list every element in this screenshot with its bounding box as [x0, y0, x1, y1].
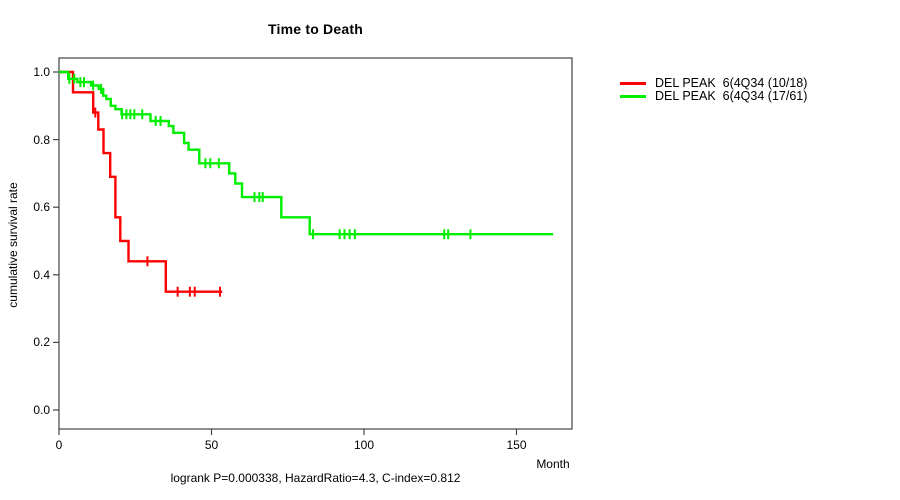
y-tick-label: 0.6	[33, 200, 50, 215]
y-tick-label: 0.0	[33, 403, 50, 417]
legend-line-swatch	[620, 82, 646, 86]
km-curve-group2	[59, 70, 554, 236]
legend-label: DEL PEAK 6(4Q34 (10/18)	[655, 76, 808, 91]
chart-title: Time to Death	[268, 21, 363, 37]
stats-annotation: logrank P=0.000338, HazardRatio=4.3, C-i…	[170, 471, 461, 485]
x-tick-label: 150	[506, 438, 527, 452]
x-axis-label: Month	[536, 457, 570, 471]
legend-item: DEL PEAK 6(4Q34 (10/18)	[620, 77, 807, 90]
x-tick-label: 50	[204, 438, 219, 452]
legend-item: DEL PEAK 6(4Q34 (17/61)	[620, 90, 807, 103]
y-tick-label: 0.2	[33, 335, 50, 350]
y-axis-label: cumulative survival rate	[6, 182, 20, 308]
x-tick-label: 0	[55, 438, 63, 452]
y-tick-label: 0.8	[33, 132, 50, 147]
legend: DEL PEAK 6(4Q34 (10/18) DEL PEAK 6(4Q34 (…	[620, 77, 807, 103]
km-curve-group1	[59, 70, 223, 293]
y-tick-label: 0.4	[33, 267, 50, 282]
plot-border	[58, 57, 573, 430]
legend-line-swatch	[620, 95, 646, 99]
y-tick-label: 1.0	[33, 65, 50, 79]
x-tick-label: 100	[353, 438, 375, 452]
legend-label: DEL PEAK 6(4Q34 (17/61)	[655, 89, 808, 104]
